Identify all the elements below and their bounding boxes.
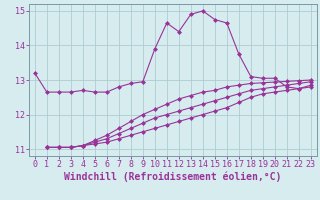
X-axis label: Windchill (Refroidissement éolien,°C): Windchill (Refroidissement éolien,°C): [64, 172, 282, 182]
